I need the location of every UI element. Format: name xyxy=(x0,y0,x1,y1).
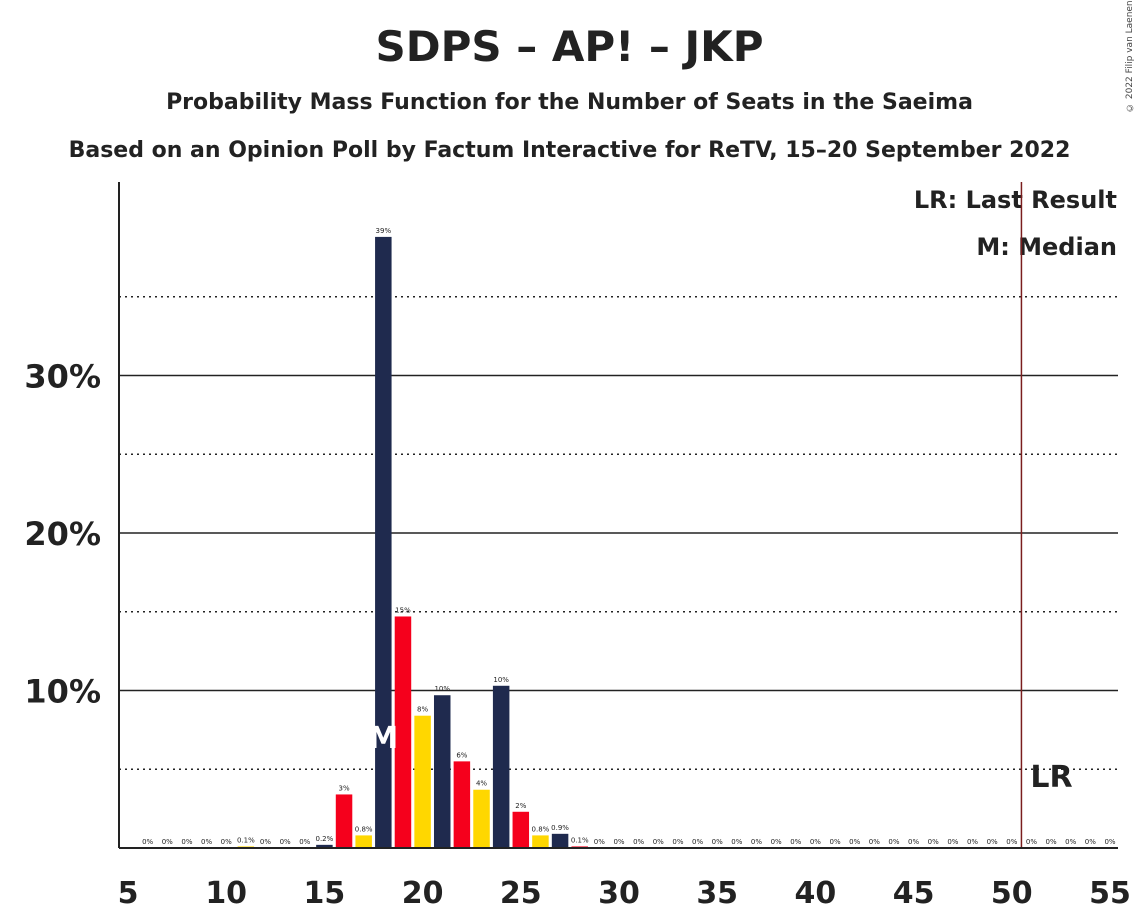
bar-label-seat-55: 0% xyxy=(1104,838,1115,846)
y-tick-label: 20% xyxy=(24,515,101,553)
bar-label-seat-6: 0% xyxy=(142,838,153,846)
legend-median: M: Median xyxy=(976,233,1117,261)
bar-label-seat-40: 0% xyxy=(810,838,821,846)
bar-label-seat-27: 0.9% xyxy=(551,824,569,832)
bar-label-seat-41: 0% xyxy=(829,838,840,846)
bar-label-seat-37: 0% xyxy=(751,838,762,846)
bar-label-seat-51: 0% xyxy=(1026,838,1037,846)
bar-seat-25 xyxy=(512,811,530,848)
bar-label-seat-19: 15% xyxy=(395,606,411,614)
bar-label-seat-21: 10% xyxy=(434,685,450,693)
bar-seat-26 xyxy=(532,835,549,848)
y-tick-label: 10% xyxy=(24,673,101,711)
y-tick-label: 30% xyxy=(24,358,101,396)
bar-label-seat-23: 4% xyxy=(476,780,487,788)
bar-label-seat-24: 10% xyxy=(493,676,509,684)
bar-label-seat-14: 0% xyxy=(299,838,310,846)
x-tick-label: 5 xyxy=(118,876,139,911)
bar-label-seat-28: 0.1% xyxy=(571,836,589,844)
x-tick-label: 15 xyxy=(304,876,346,911)
last-result-marker: LR xyxy=(1030,760,1072,795)
x-tick-label: 55 xyxy=(1089,876,1131,911)
x-tick-label: 45 xyxy=(893,876,935,911)
bar-label-seat-16: 3% xyxy=(338,784,349,792)
bar-label-seat-29: 0% xyxy=(594,838,605,846)
bar-label-seat-49: 0% xyxy=(987,838,998,846)
bar-label-seat-33: 0% xyxy=(672,838,683,846)
bar-label-seat-32: 0% xyxy=(653,838,664,846)
bar-label-seat-48: 0% xyxy=(967,838,978,846)
x-tick-label: 40 xyxy=(795,876,837,911)
x-tick-label: 35 xyxy=(696,876,738,911)
bar-label-seat-35: 0% xyxy=(712,838,723,846)
bar-label-seat-13: 0% xyxy=(280,838,291,846)
bar-label-seat-45: 0% xyxy=(908,838,919,846)
bar-seat-22 xyxy=(453,761,471,848)
bar-label-seat-8: 0% xyxy=(181,838,192,846)
median-marker: M xyxy=(368,721,398,756)
bar-label-seat-54: 0% xyxy=(1085,838,1096,846)
x-tick-label: 25 xyxy=(500,876,542,911)
bar-label-seat-26: 0.8% xyxy=(532,825,550,833)
x-tick-label: 20 xyxy=(402,876,444,911)
bar-label-seat-36: 0% xyxy=(731,838,742,846)
bar-seat-18 xyxy=(375,236,392,848)
bar-seat-19 xyxy=(394,616,412,848)
bar-label-seat-39: 0% xyxy=(790,838,801,846)
bar-seat-23 xyxy=(473,789,490,848)
bar-label-seat-11: 0.1% xyxy=(237,836,255,844)
bar-label-seat-42: 0% xyxy=(849,838,860,846)
bar-label-seat-22: 6% xyxy=(456,751,467,759)
bar-seat-21 xyxy=(433,695,451,848)
bar-label-seat-7: 0% xyxy=(162,838,173,846)
bar-label-seat-30: 0% xyxy=(613,838,624,846)
bar-label-seat-12: 0% xyxy=(260,838,271,846)
bar-label-seat-20: 8% xyxy=(417,706,428,714)
bar-seat-16 xyxy=(335,794,353,848)
chart-title: SDPS – AP! – JKP xyxy=(375,22,764,71)
bar-label-seat-38: 0% xyxy=(771,838,782,846)
bar-label-seat-17: 0.8% xyxy=(355,825,373,833)
bar-seat-20 xyxy=(414,715,431,848)
bar-label-seat-53: 0% xyxy=(1065,838,1076,846)
chart-subtitle-source: Based on an Opinion Poll by Factum Inter… xyxy=(68,138,1071,163)
bar-label-seat-15: 0.2% xyxy=(316,835,334,843)
legend-last-result: LR: Last Result xyxy=(913,186,1117,214)
bar-label-seat-9: 0% xyxy=(201,838,212,846)
bar-label-seat-31: 0% xyxy=(633,838,644,846)
bar-label-seat-43: 0% xyxy=(869,838,880,846)
bar-label-seat-52: 0% xyxy=(1046,838,1057,846)
bar-label-seat-50: 0% xyxy=(1006,838,1017,846)
bar-label-seat-18: 39% xyxy=(376,227,392,235)
x-tick-label: 50 xyxy=(991,876,1033,911)
bar-label-seat-25: 2% xyxy=(515,802,526,810)
bar-label-seat-46: 0% xyxy=(928,838,939,846)
x-tick-label: 30 xyxy=(598,876,640,911)
bar-seat-27 xyxy=(551,833,569,848)
bar-label-seat-34: 0% xyxy=(692,838,703,846)
bar-label-seat-10: 0% xyxy=(221,838,232,846)
bar-label-seat-44: 0% xyxy=(888,838,899,846)
chart-subtitle: Probability Mass Function for the Number… xyxy=(166,90,973,115)
bar-seat-15 xyxy=(316,844,333,848)
bar-seat-17 xyxy=(355,835,372,848)
bar-label-seat-47: 0% xyxy=(947,838,958,846)
bar-seat-24 xyxy=(492,685,510,848)
x-tick-label: 10 xyxy=(205,876,247,911)
